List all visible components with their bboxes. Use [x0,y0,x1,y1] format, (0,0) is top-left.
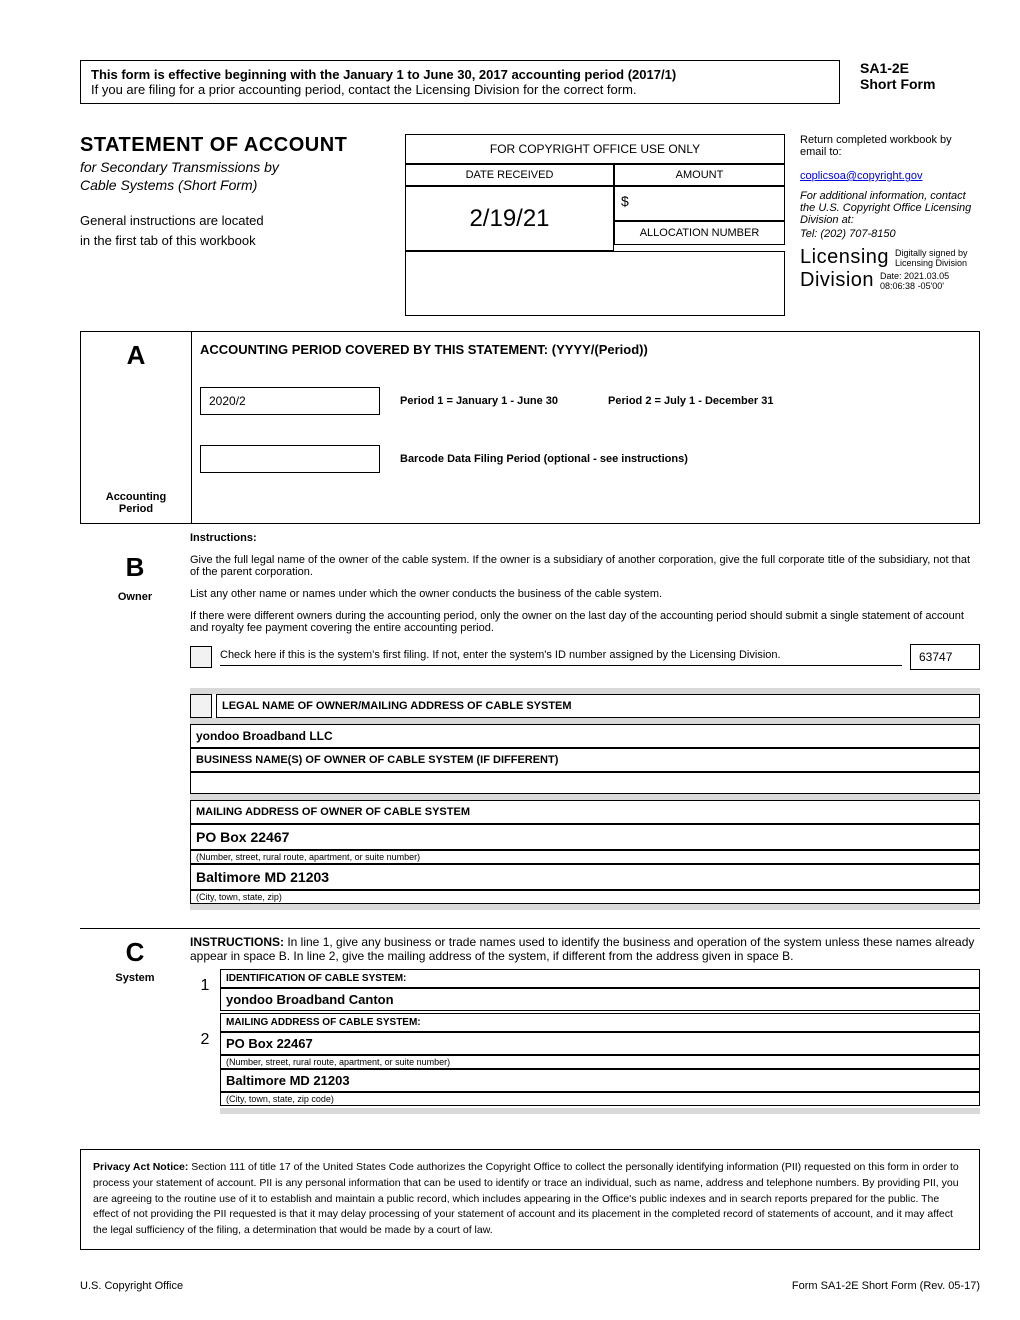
allocation-label: ALLOCATION NUMBER [614,221,785,245]
page-footer: U.S. Copyright Office Form SA1-2E Short … [80,1280,980,1292]
section-c-instructions: INSTRUCTIONS: In line 1, give any busine… [190,935,980,963]
cable-mailing-label: MAILING ADDRESS OF CABLE SYSTEM: [220,1013,980,1032]
cable-mailing-street-sub: (Number, street, rural route, apartment,… [220,1055,980,1069]
accounting-period-input[interactable]: 2020/2 [200,387,380,415]
header-row: STATEMENT OF ACCOUNT for Secondary Trans… [80,134,980,316]
mailing-address-label: MAILING ADDRESS OF OWNER OF CABLE SYSTEM [190,800,980,824]
section-b: B Owner Instructions: Give the full lega… [80,523,980,918]
legal-name-value[interactable]: yondoo Broadband LLC [190,724,980,748]
top-notice-row: This form is effective beginning with th… [80,60,980,104]
cable-mailing-city[interactable]: Baltimore MD 21203 [220,1069,980,1092]
mailing-street-value[interactable]: PO Box 22467 [190,824,980,850]
first-filing-row: Check here if this is the system's first… [190,644,980,670]
office-header: FOR COPYRIGHT OFFICE USE ONLY [405,134,785,164]
subtitle-1: for Secondary Transmissions by [80,159,390,175]
general-instructions: General instructions are located in the … [80,211,390,250]
amount-label: AMOUNT [614,164,785,186]
return-text: Return completed workbook by email to: [800,134,980,158]
section-c-body: INSTRUCTIONS: In line 1, give any busine… [190,929,980,1124]
section-a-label: A Accounting Period [81,332,191,523]
barcode-label: Barcode Data Filing Period (optional - s… [400,453,688,465]
instructions-label: Instructions: [190,532,980,544]
legal-name-label: LEGAL NAME OF OWNER/MAILING ADDRESS OF C… [216,694,980,718]
cable-mailing-street[interactable]: PO Box 22467 [220,1032,980,1055]
section-b-label: B Owner [80,524,190,918]
date-received-label: DATE RECEIVED [405,164,614,186]
business-name-label: BUSINESS NAME(S) OF OWNER OF CABLE SYSTE… [190,748,980,772]
identification-value[interactable]: yondoo Broadband Canton [220,988,980,1011]
period2-definition: Period 2 = July 1 - December 31 [608,395,773,407]
system-id-input[interactable]: 63747 [910,644,980,670]
first-filing-text: Check here if this is the system's first… [220,649,902,666]
page-title: STATEMENT OF ACCOUNT [80,134,390,157]
section-c-label: C System [80,929,190,1124]
subtitle-2: Cable Systems (Short Form) [80,177,390,193]
digital-signature: Licensing Digitally signed by Licensing … [800,246,980,292]
form-code-box: SA1-2E Short Form [860,60,980,104]
amount-value: $ [614,186,785,221]
date-received-value: 2/19/21 [405,186,614,251]
mailing-city-sub: (City, town, state, zip) [190,890,980,904]
return-email-link[interactable]: coplicsoa@copyright.gov [800,170,922,182]
form-code: SA1-2E [860,60,980,76]
form-code-label: Short Form [860,76,980,92]
line-2-number: 2 [190,1013,220,1049]
section-b-instr1: Give the full legal name of the owner of… [190,554,980,578]
line-1-number: 1 [190,969,220,995]
section-c: C System INSTRUCTIONS: In line 1, give a… [80,928,980,1124]
legal-name-checkbox[interactable] [190,694,212,718]
business-name-value[interactable] [190,772,980,794]
title-column: STATEMENT OF ACCOUNT for Secondary Trans… [80,134,390,316]
notice-line2: If you are filing for a prior accounting… [91,82,829,97]
notice-box: This form is effective beginning with th… [80,60,840,104]
footer-right: Form SA1-2E Short Form (Rev. 05-17) [792,1280,980,1292]
section-b-body: Instructions: Give the full legal name o… [190,524,980,918]
period1-definition: Period 1 = January 1 - June 30 [400,395,558,407]
identification-label: IDENTIFICATION OF CABLE SYSTEM: [220,969,980,988]
privacy-notice: Privacy Act Notice: Section 111 of title… [80,1149,980,1250]
cable-mailing-city-sub: (City, town, state, zip code) [220,1092,980,1106]
section-a-body: ACCOUNTING PERIOD COVERED BY THIS STATEM… [191,332,979,523]
office-use-box: FOR COPYRIGHT OFFICE USE ONLY DATE RECEI… [405,134,785,316]
contact-tel: Tel: (202) 707-8150 [800,228,980,240]
section-a: A Accounting Period ACCOUNTING PERIOD CO… [80,331,980,523]
notice-line1: This form is effective beginning with th… [91,67,829,82]
mailing-street-sub: (Number, street, rural route, apartment,… [190,850,980,864]
footer-left: U.S. Copyright Office [80,1280,183,1292]
barcode-input[interactable] [200,445,380,473]
mailing-city-value[interactable]: Baltimore MD 21203 [190,864,980,890]
section-a-heading: ACCOUNTING PERIOD COVERED BY THIS STATEM… [200,342,979,357]
additional-info: For additional information, contact the … [800,190,980,226]
section-b-instr2: List any other name or names under which… [190,588,980,600]
allocation-box [405,251,785,316]
first-filing-checkbox[interactable] [190,646,212,668]
return-info-column: Return completed workbook by email to: c… [800,134,980,316]
section-b-instr3: If there were different owners during th… [190,610,980,634]
